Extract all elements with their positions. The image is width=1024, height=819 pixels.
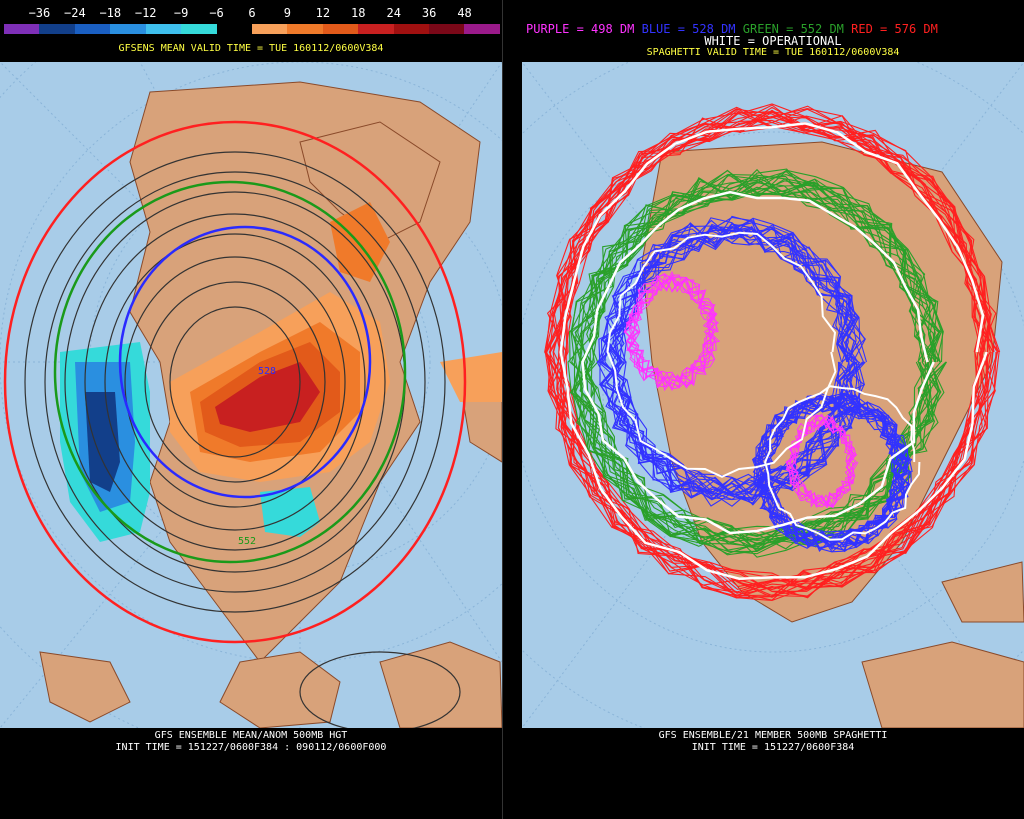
spaghetti-contour bbox=[626, 276, 717, 390]
colorbar-tick-label: −6 bbox=[209, 6, 224, 20]
spaghetti-contour bbox=[575, 174, 947, 551]
spaghetti-contour bbox=[751, 393, 905, 548]
colorbar-swatch bbox=[429, 24, 465, 34]
colorbar-swatch bbox=[287, 24, 323, 34]
spaghetti-contour bbox=[581, 190, 935, 535]
spaghetti-contour bbox=[556, 109, 991, 596]
spaghetti-contour bbox=[571, 178, 940, 546]
spaghetti-contour bbox=[785, 414, 858, 509]
colorbar-tick-label: −9 bbox=[173, 6, 189, 20]
colorbar-swatch bbox=[216, 24, 252, 34]
colorbar-swatch bbox=[110, 24, 146, 34]
spaghetti-contour bbox=[764, 385, 921, 541]
colorbar-tick-label: 12 bbox=[315, 6, 331, 20]
colorbar-swatch bbox=[251, 24, 288, 34]
colorbar-tick-label: 24 bbox=[386, 6, 401, 20]
colorbar-tick-label: −18 bbox=[99, 6, 122, 20]
ensemble-mean-map: 528 552 bbox=[0, 62, 502, 728]
legend-purple: PURPLE = 498 DM bbox=[526, 22, 635, 36]
spaghetti-contour bbox=[626, 273, 718, 388]
colorbar-labels: −36 −24 −18 −12 −9 −6 6 9 12 18 24 36 48 bbox=[0, 6, 502, 20]
colorbar-tick-label: 48 bbox=[457, 6, 472, 20]
ensemble-mean-panel: −36 −24 −18 −12 −9 −6 6 9 12 18 24 36 48 GFSENS MEAN… bbox=[0, 0, 502, 819]
colorbar-tick-label: 18 bbox=[351, 6, 366, 20]
anomaly-colorbar bbox=[4, 24, 500, 34]
colorbar-tick-label: 6 bbox=[248, 6, 256, 20]
spaghetti-map-svg bbox=[522, 62, 1024, 728]
spaghetti-contour bbox=[547, 111, 988, 598]
spaghetti-contour bbox=[569, 169, 941, 540]
panel-divider bbox=[502, 0, 523, 819]
spaghetti-contour bbox=[757, 395, 913, 548]
spaghetti-contour bbox=[754, 393, 907, 551]
spaghetti-footer-title: GFS ENSEMBLE/21 MEMBER 500MB SPAGHETTI bbox=[658, 730, 888, 741]
colorbar-swatch bbox=[358, 24, 394, 34]
spaghetti-footer-init: INIT TIME = 151227/0600F384 bbox=[691, 742, 855, 753]
mean-footer-title: GFS ENSEMBLE MEAN/ANOM 500MB HGT bbox=[154, 730, 348, 741]
colorbar-swatch bbox=[322, 24, 359, 34]
spaghetti-contour bbox=[606, 231, 837, 478]
mean-footer-init: INIT TIME = 151227/0600F384 : 090112/060… bbox=[115, 742, 387, 753]
spaghetti-contour bbox=[600, 231, 865, 501]
spaghetti-contour bbox=[548, 111, 1001, 597]
colorbar-tick-label: 36 bbox=[421, 6, 437, 20]
colorbar-tick-label: 9 bbox=[283, 6, 292, 20]
legend-red: RED = 576 DM bbox=[851, 22, 938, 36]
valid-time-label: GFSENS MEAN VALID TIME = TUE 160112/0600… bbox=[118, 43, 384, 54]
legend-green: GREEN = 552 DM bbox=[742, 22, 844, 36]
spaghetti-contour bbox=[625, 277, 715, 392]
colorbar-swatch bbox=[181, 24, 217, 34]
spaghetti-contour bbox=[762, 393, 912, 550]
spaghetti-contour bbox=[578, 182, 933, 550]
spaghetti-contour bbox=[757, 392, 908, 552]
spaghetti-contour bbox=[624, 273, 720, 388]
spaghetti-map bbox=[522, 62, 1024, 728]
colorbar-swatch bbox=[393, 24, 430, 34]
colorbar-tick-label: −36 bbox=[28, 6, 51, 20]
colorbar-tick-label: −24 bbox=[64, 6, 86, 20]
legend-blue: BLUE = 528 DM bbox=[641, 22, 736, 36]
colorbar-swatch bbox=[145, 24, 182, 34]
contour-label-552: 552 bbox=[238, 536, 256, 547]
spaghetti-valid-time: SPAGHETTI VALID TIME = TUE 160112/0600V3… bbox=[646, 47, 900, 58]
colorbar-tick-label: −12 bbox=[134, 6, 157, 20]
spaghetti-contour bbox=[787, 413, 856, 506]
colorbar-swatch bbox=[464, 24, 500, 34]
colorbar-swatch bbox=[4, 24, 40, 34]
colorbar-swatch bbox=[74, 24, 111, 34]
spaghetti-contour bbox=[553, 124, 991, 599]
spaghetti-legend: PURPLE = 498 DM BLUE = 528 DM GREEN = 55… bbox=[522, 22, 1024, 36]
spaghetti-contour bbox=[559, 122, 988, 580]
spaghetti-contour bbox=[788, 414, 854, 506]
colorbar-swatch bbox=[39, 24, 75, 34]
spaghetti-contour bbox=[575, 178, 944, 558]
spaghetti-panel: PURPLE = 498 DM BLUE = 528 DM GREEN = 55… bbox=[522, 0, 1024, 819]
spaghetti-contour bbox=[753, 395, 909, 548]
spaghetti-contour bbox=[583, 169, 947, 552]
contour-label-528: 528 bbox=[258, 366, 276, 377]
mean-map-svg: 528 552 bbox=[0, 62, 502, 728]
legend-white: WHITE = OPERATIONAL bbox=[704, 34, 842, 48]
